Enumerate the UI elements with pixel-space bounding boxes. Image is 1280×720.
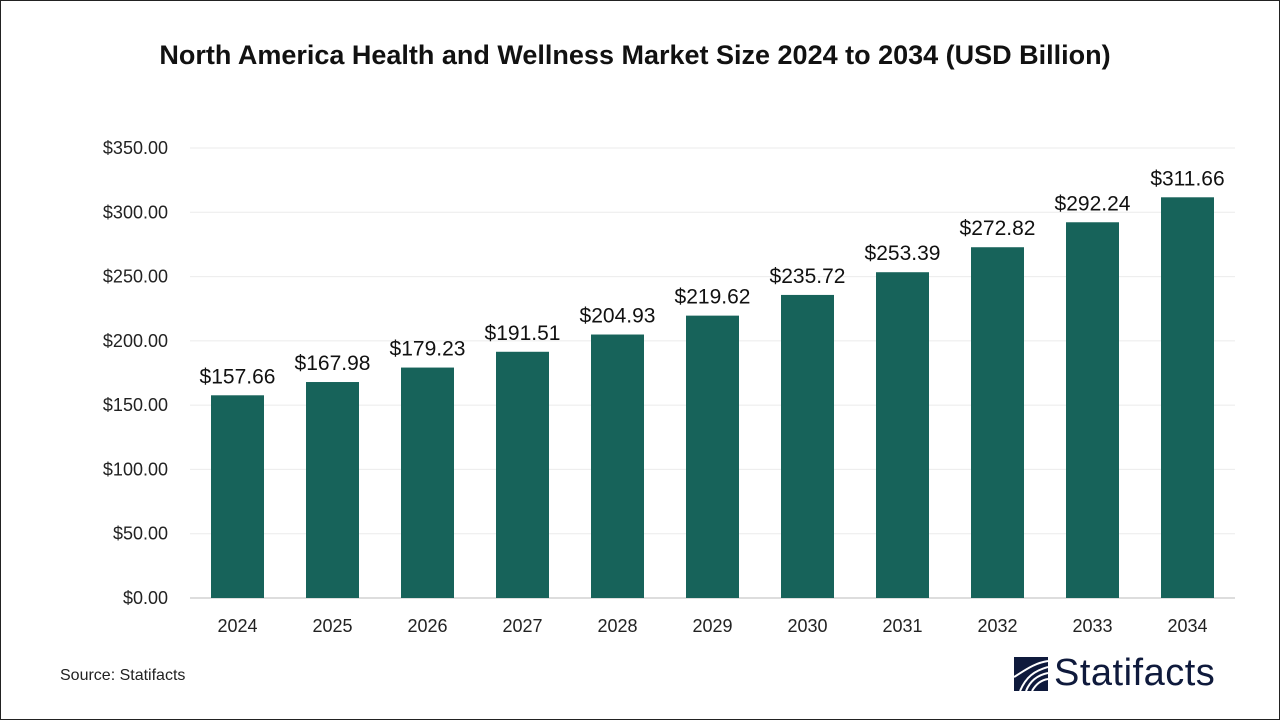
bar <box>1066 222 1119 598</box>
x-tick-label: 2032 <box>977 616 1017 636</box>
bar <box>401 367 454 598</box>
y-tick-label: $250.00 <box>103 267 168 287</box>
y-tick-label: $50.00 <box>113 524 168 544</box>
y-tick-label: $300.00 <box>103 202 168 222</box>
x-tick-label: 2033 <box>1072 616 1112 636</box>
x-tick-label: 2024 <box>217 616 257 636</box>
chart-title: North America Health and Wellness Market… <box>159 40 1111 70</box>
bar <box>781 294 834 598</box>
data-label: $311.66 <box>1150 167 1224 190</box>
source-note: Source: Statifacts <box>60 667 186 684</box>
data-label: $167.98 <box>295 352 371 375</box>
data-label: $272.82 <box>960 217 1036 240</box>
bar <box>211 395 264 598</box>
bar <box>591 334 644 598</box>
x-tick-label: 2025 <box>312 616 352 636</box>
data-label: $253.39 <box>865 242 941 265</box>
bar <box>971 247 1024 598</box>
bar <box>306 382 359 598</box>
y-tick-label: $0.00 <box>123 588 168 608</box>
x-tick-label: 2028 <box>597 616 637 636</box>
bar <box>496 351 549 598</box>
x-tick-label: 2027 <box>502 616 542 636</box>
logo-text: Statifacts <box>1054 652 1216 694</box>
data-label: $179.23 <box>390 338 466 361</box>
y-tick-label: $200.00 <box>103 331 168 351</box>
statifacts-logo-icon <box>1014 656 1048 691</box>
x-tick-label: 2034 <box>1167 616 1207 636</box>
data-label: $191.51 <box>485 322 561 345</box>
y-tick-label: $350.00 <box>103 138 168 158</box>
bar <box>686 315 739 598</box>
x-tick-label: 2031 <box>882 616 922 636</box>
y-tick-label: $100.00 <box>103 459 168 479</box>
data-label: $235.72 <box>770 265 846 288</box>
y-tick-label: $150.00 <box>103 395 168 415</box>
x-tick-label: 2029 <box>692 616 732 636</box>
bar <box>876 272 929 598</box>
bar <box>1161 197 1214 598</box>
data-label: $219.62 <box>675 286 751 309</box>
x-tick-label: 2030 <box>787 616 827 636</box>
statifacts-logo: Statifacts <box>1014 652 1215 695</box>
data-label: $292.24 <box>1055 192 1131 215</box>
data-label: $204.93 <box>580 305 656 328</box>
data-label: $157.66 <box>200 365 276 388</box>
x-tick-label: 2026 <box>407 616 447 636</box>
